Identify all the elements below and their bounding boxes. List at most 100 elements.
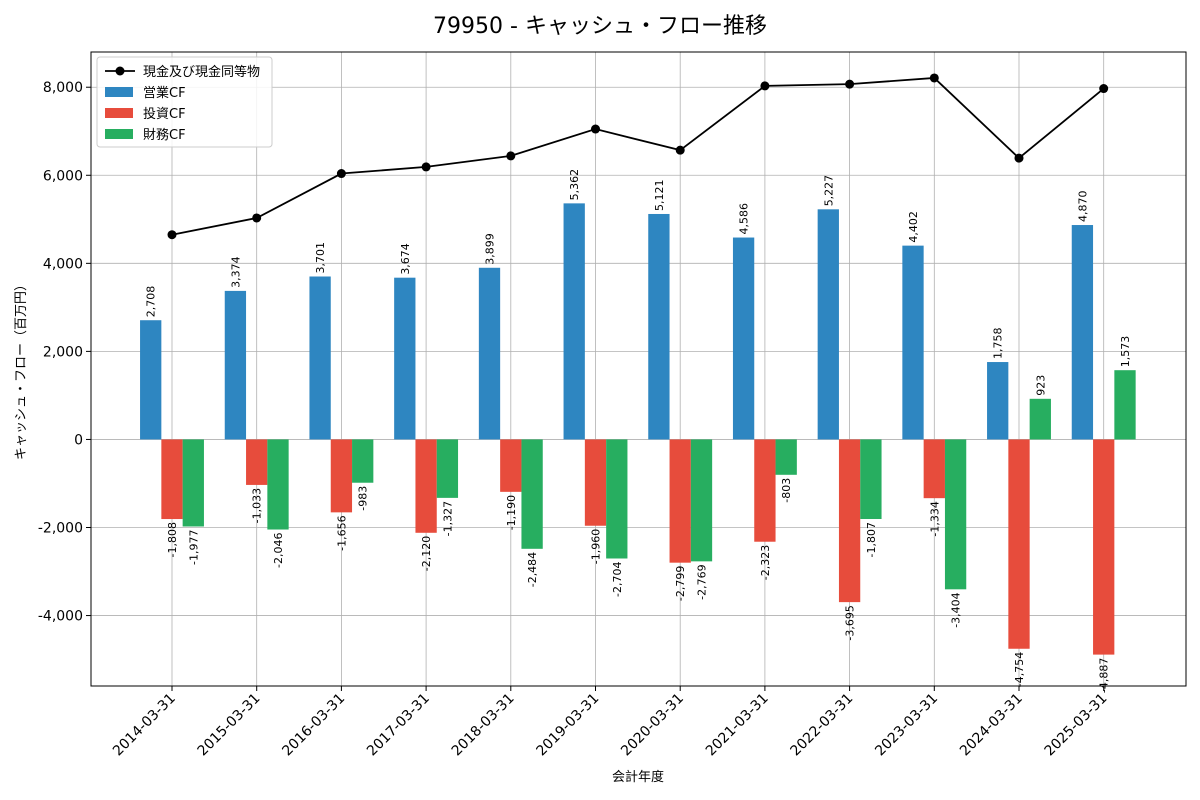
bar-value-label: -2,704: [611, 561, 624, 596]
bar-value-label: -983: [357, 486, 370, 511]
bar-財務CF: [775, 439, 797, 475]
bar-value-label: -1,327: [441, 501, 454, 536]
x-axis-label: 会計年度: [612, 769, 664, 785]
bar-value-label: -2,799: [674, 566, 687, 601]
bar-営業CF: [648, 213, 670, 440]
bar-投資CF: [754, 439, 776, 542]
legend-box: [96, 56, 273, 148]
cash-point: [675, 145, 685, 155]
bar-投資CF: [415, 439, 437, 533]
cash-point: [421, 162, 431, 172]
y-tick-label: 6,000: [43, 168, 83, 184]
bar-value-label: -1,960: [590, 529, 603, 564]
x-tick-label: 2022-03-31: [788, 691, 857, 760]
bar-投資CF: [923, 439, 945, 499]
cash-point: [929, 73, 939, 83]
bar-財務CF: [606, 439, 628, 559]
bar-投資CF: [669, 439, 691, 563]
bar-value-label: -803: [780, 478, 793, 503]
legend-label: 営業CF: [143, 85, 186, 101]
bar-value-label: -1,808: [166, 522, 179, 557]
bar-営業CF: [563, 203, 585, 440]
cash-line: [171, 77, 1105, 236]
bar-value-label: 923: [1034, 375, 1047, 396]
bar-営業CF: [140, 320, 162, 440]
x-tick-label: 2015-03-31: [195, 691, 264, 760]
bar-財務CF: [521, 439, 543, 549]
bar-投資CF: [161, 439, 183, 520]
bar-value-label: 4,402: [907, 211, 920, 243]
bar-value-label: 5,121: [653, 179, 666, 211]
legend-label: 財務CF: [143, 128, 186, 143]
cash-point: [591, 124, 600, 134]
bar-value-label: -1,190: [505, 495, 518, 530]
bar-value-label: -4,887: [1098, 658, 1111, 693]
bar-value-label: -2,484: [526, 552, 539, 587]
x-tick-label: 2019-03-31: [533, 691, 602, 760]
value-label-layer: 2,708 3,374 3,701 3,674 3,899 5,362 5,121 4,586…: [145, 169, 1132, 693]
bar-投資CF: [500, 439, 522, 492]
bar-value-label: -4,754: [1013, 652, 1026, 687]
cash-point: [252, 213, 262, 223]
legend-swatch-marker: [115, 66, 125, 76]
legend-swatch-bar: [105, 87, 133, 97]
bar-value-label: -2,323: [759, 545, 772, 580]
y-tick-label: 0: [74, 432, 83, 448]
bar-財務CF: [182, 439, 204, 527]
bar-value-label: -2,120: [420, 536, 433, 571]
x-tick-label: 2023-03-31: [872, 691, 941, 760]
bar-value-label: -2,769: [696, 564, 709, 599]
bar-value-label: 3,674: [399, 243, 412, 275]
bar-value-label: -3,695: [844, 605, 857, 640]
bar-営業CF: [732, 237, 755, 440]
bar-value-label: 4,870: [1076, 191, 1089, 223]
bar-営業CF: [224, 290, 247, 440]
bar-layer: [140, 203, 1136, 655]
bar-投資CF: [838, 439, 861, 603]
y-tick-label: 4,000: [43, 256, 83, 272]
legend-label: 現金及び現金同等物: [143, 64, 260, 80]
cash-point: [760, 81, 770, 91]
bar-value-label: 3,701: [314, 242, 327, 274]
bar-営業CF: [1071, 225, 1094, 440]
x-tick-label: 2020-03-31: [618, 691, 687, 760]
bar-value-label: -2,046: [272, 533, 285, 568]
bar-value-label: -3,404: [950, 592, 963, 627]
bar-value-label: -1,334: [928, 501, 941, 536]
bar-財務CF: [352, 439, 374, 483]
bar-財務CF: [436, 439, 459, 498]
bar-財務CF: [690, 439, 713, 562]
bar-財務CF: [1114, 370, 1136, 440]
bar-value-label: -1,656: [335, 515, 348, 550]
y-axis-label: キャッシュ・フロー（百万円）: [14, 278, 29, 460]
bar-value-label: 5,227: [822, 175, 835, 207]
bar-財務CF: [267, 439, 289, 530]
x-tick-label: 2024-03-31: [957, 691, 1026, 760]
cash-point: [1099, 84, 1109, 94]
bar-財務CF: [1029, 398, 1051, 440]
legend-swatch-bar: [105, 129, 133, 139]
bar-value-label: -1,807: [865, 522, 878, 557]
cash-point: [167, 230, 177, 240]
bar-営業CF: [309, 276, 331, 440]
bar-value-label: 4,586: [738, 203, 751, 235]
bar-投資CF: [330, 439, 353, 513]
y-tick-label: -2,000: [38, 521, 83, 537]
x-tick-label: 2025-03-31: [1042, 691, 1111, 760]
bar-営業CF: [478, 267, 501, 440]
bar-財務CF: [860, 439, 882, 520]
bar-営業CF: [987, 362, 1009, 440]
bar-投資CF: [584, 439, 607, 526]
bar-value-label: 5,362: [568, 169, 581, 201]
bar-投資CF: [1008, 439, 1030, 649]
bar-value-label: 3,899: [484, 233, 497, 265]
chart-title: 79950 - キャッシュ・フロー推移: [433, 14, 767, 39]
bar-投資CF: [1093, 439, 1115, 655]
bar-value-label: 1,573: [1119, 336, 1132, 368]
bar-value-label: 2,708: [145, 286, 158, 318]
bar-営業CF: [394, 277, 416, 440]
bar-value-label: 1,758: [992, 328, 1005, 360]
bar-投資CF: [246, 439, 268, 485]
